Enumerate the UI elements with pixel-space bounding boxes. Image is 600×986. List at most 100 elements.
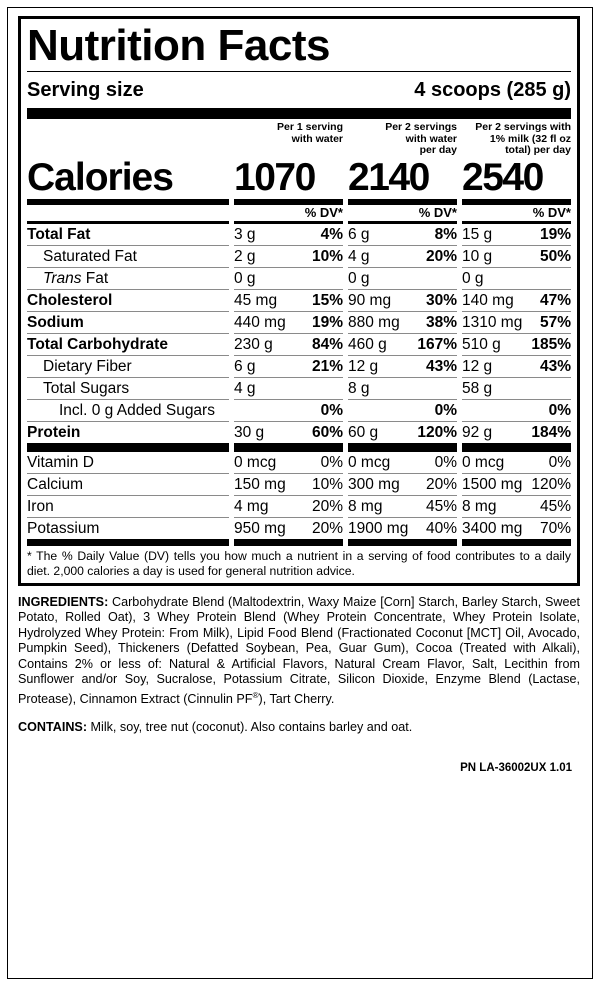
nutrient-amount: 0 g [348, 269, 370, 287]
nutrient-name: Sodium [27, 313, 84, 331]
micronutrient-value-col-2: 8 mg 45% [343, 496, 457, 517]
micronutrient-amount: 150 mg [234, 475, 286, 493]
micronutrient-value-col-2: 1900 mg 40% [343, 518, 457, 539]
calories-divider-bars [27, 198, 571, 205]
ingredients-body-part2: ), Tart Cherry. [258, 692, 335, 707]
micronutrient-row: Iron 4 mg 20% 8 mg 45% 8 mg 45% [27, 496, 571, 517]
part-number: PN LA-36002UX 1.01 [460, 762, 572, 775]
nutrient-daily-value: 43% [539, 357, 571, 375]
nutrient-row: Dietary Fiber 6 g 21% 12 g 43% 12 g 43% [27, 356, 571, 377]
label-content: Nutrition Facts Serving size 4 scoops (2… [18, 16, 580, 774]
row-divider [27, 332, 571, 334]
nutrient-amount: 92 g [462, 423, 493, 441]
nutrient-daily-value: 47% [539, 291, 571, 309]
nutrient-row: Total Carbohydrate 230 g 84% 460 g 167% 510 g… [27, 334, 571, 355]
row-divider [27, 220, 571, 224]
micronutrient-daily-value: 0% [548, 453, 571, 471]
nutrient-daily-value: 60% [311, 423, 343, 441]
nutrient-name: Total Sugars [43, 379, 130, 397]
micronutrient-amount: 4 mg [234, 497, 269, 515]
nutrient-daily-value: 8% [434, 225, 457, 243]
serving-size-value: 4 scoops (285 g) [414, 79, 571, 101]
row-divider [27, 516, 571, 518]
column-header-1: Per 1 serving with water [277, 121, 343, 145]
micronutrient-table: Vitamin D 0 mcg 0% 0 mcg 0% 0 mcg 0% Calcium 150… [27, 452, 571, 539]
nutrient-name: Calcium [27, 475, 83, 493]
micronutrient-row: Vitamin D 0 mcg 0% 0 mcg 0% 0 mcg 0% [27, 452, 571, 473]
nutrient-value-col-1: 0 g [229, 268, 343, 289]
nutrient-name: Incl. 0 g Added Sugars [59, 401, 215, 419]
micronutrient-value-col-3: 0 mcg 0% [457, 452, 571, 473]
nutrient-amount: 90 mg [348, 291, 392, 309]
nutrient-name: Cholesterol [27, 291, 113, 309]
micronutrient-row: Calcium 150 mg 10% 300 mg 20% 1500 mg 120% [27, 474, 571, 495]
micronutrient-row: Potassium 950 mg 20% 1900 mg 40% 3400 mg 70% [27, 518, 571, 539]
nutrient-daily-value: 10% [311, 247, 343, 265]
dv-header-3: % DV* [532, 204, 571, 220]
ingredients-heading: INGREDIENTS: [18, 594, 109, 609]
outer-frame [7, 7, 593, 979]
micronutrient-value-col-1: 950 mg 20% [229, 518, 343, 539]
dv-header-1: % DV* [304, 204, 343, 220]
nutrient-name: Vitamin D [27, 453, 94, 471]
nutrient-value-col-2: 0% [343, 400, 457, 421]
nutrient-name: Potassium [27, 519, 100, 537]
nutrient-value-col-2: 12 g 43% [343, 356, 457, 377]
micronutrient-value-col-2: 300 mg 20% [343, 474, 457, 495]
nutrient-amount: 60 g [348, 423, 379, 441]
nutrient-name: Iron [27, 497, 54, 515]
nutrient-daily-value: 21% [311, 357, 343, 375]
nutrient-value-col-1: 3 g 4% [229, 224, 343, 245]
micronutrient-amount: 8 mg [462, 497, 497, 515]
contains-body: Milk, soy, tree nut (coconut). Also cont… [87, 720, 413, 735]
nutrient-value-col-3: 12 g 43% [457, 356, 571, 377]
row-divider [27, 472, 571, 474]
nutrient-value-col-3: 0% [457, 400, 571, 421]
page-title: Nutrition Facts [27, 21, 330, 70]
nutrient-daily-value: 30% [425, 291, 457, 309]
micronutrient-daily-value: 10% [311, 475, 343, 493]
nutrient-amount: 230 g [234, 335, 273, 353]
nutrient-daily-value: 4% [320, 225, 343, 243]
nutrient-name: Saturated Fat [43, 247, 137, 265]
dv-header-2: % DV* [418, 204, 457, 220]
micronutrient-value-col-3: 1500 mg 120% [457, 474, 571, 495]
micronutrient-amount: 0 mcg [462, 453, 505, 471]
nutrient-daily-value: 20% [425, 247, 457, 265]
nutrient-row: Trans Fat 0 g 0 g 0 g [27, 268, 571, 289]
nutrient-daily-value: 57% [539, 313, 571, 331]
nutrient-amount: 4 g [348, 247, 370, 265]
micronutrient-amount: 300 mg [348, 475, 400, 493]
nutrient-daily-value: 15% [311, 291, 343, 309]
nutrient-name: Total Fat [27, 225, 91, 243]
nutrient-value-col-1: 2 g 10% [229, 246, 343, 267]
row-divider [27, 266, 571, 268]
nutrient-amount: 12 g [348, 357, 379, 375]
nutrient-value-col-3: 0 g [457, 268, 571, 289]
nutrient-name: Trans Fat [43, 269, 109, 287]
nutrient-amount: 0 g [462, 269, 484, 287]
nutrient-row: Sodium 440 mg 19% 880 mg 38% 1310 mg 57% [27, 312, 571, 333]
nutrient-daily-value: 50% [539, 247, 571, 265]
nutrient-amount: 6 g [234, 357, 256, 375]
nutrient-value-col-3: 58 g [457, 378, 571, 399]
calories-value-2: 2140 [348, 155, 430, 199]
nutrient-table: Total Fat 3 g 4% 6 g 8% 15 g 19% Saturated Fat 2… [27, 220, 571, 443]
nutrient-value-col-3: 15 g 19% [457, 224, 571, 245]
micronutrient-amount: 0 mcg [234, 453, 277, 471]
nutrient-daily-value: 19% [311, 313, 343, 331]
nutrient-value-col-1: 0% [229, 400, 343, 421]
nutrient-amount: 4 g [234, 379, 256, 397]
micronutrient-amount: 8 mg [348, 497, 383, 515]
micronutrient-daily-value: 20% [425, 475, 457, 493]
nutrient-value-col-1: 4 g [229, 378, 343, 399]
calories-value-1: 1070 [234, 155, 316, 199]
nutrient-name: Dietary Fiber [43, 357, 132, 375]
nutrient-daily-value: 19% [539, 225, 571, 243]
contains-heading: CONTAINS: [18, 720, 88, 735]
nutrient-value-col-3: 510 g 185% [457, 334, 571, 355]
row-divider [27, 354, 571, 356]
nutrient-amount: 0 g [234, 269, 256, 287]
nutrient-value-col-2: 6 g 8% [343, 224, 457, 245]
micronutrient-value-col-3: 8 mg 45% [457, 496, 571, 517]
